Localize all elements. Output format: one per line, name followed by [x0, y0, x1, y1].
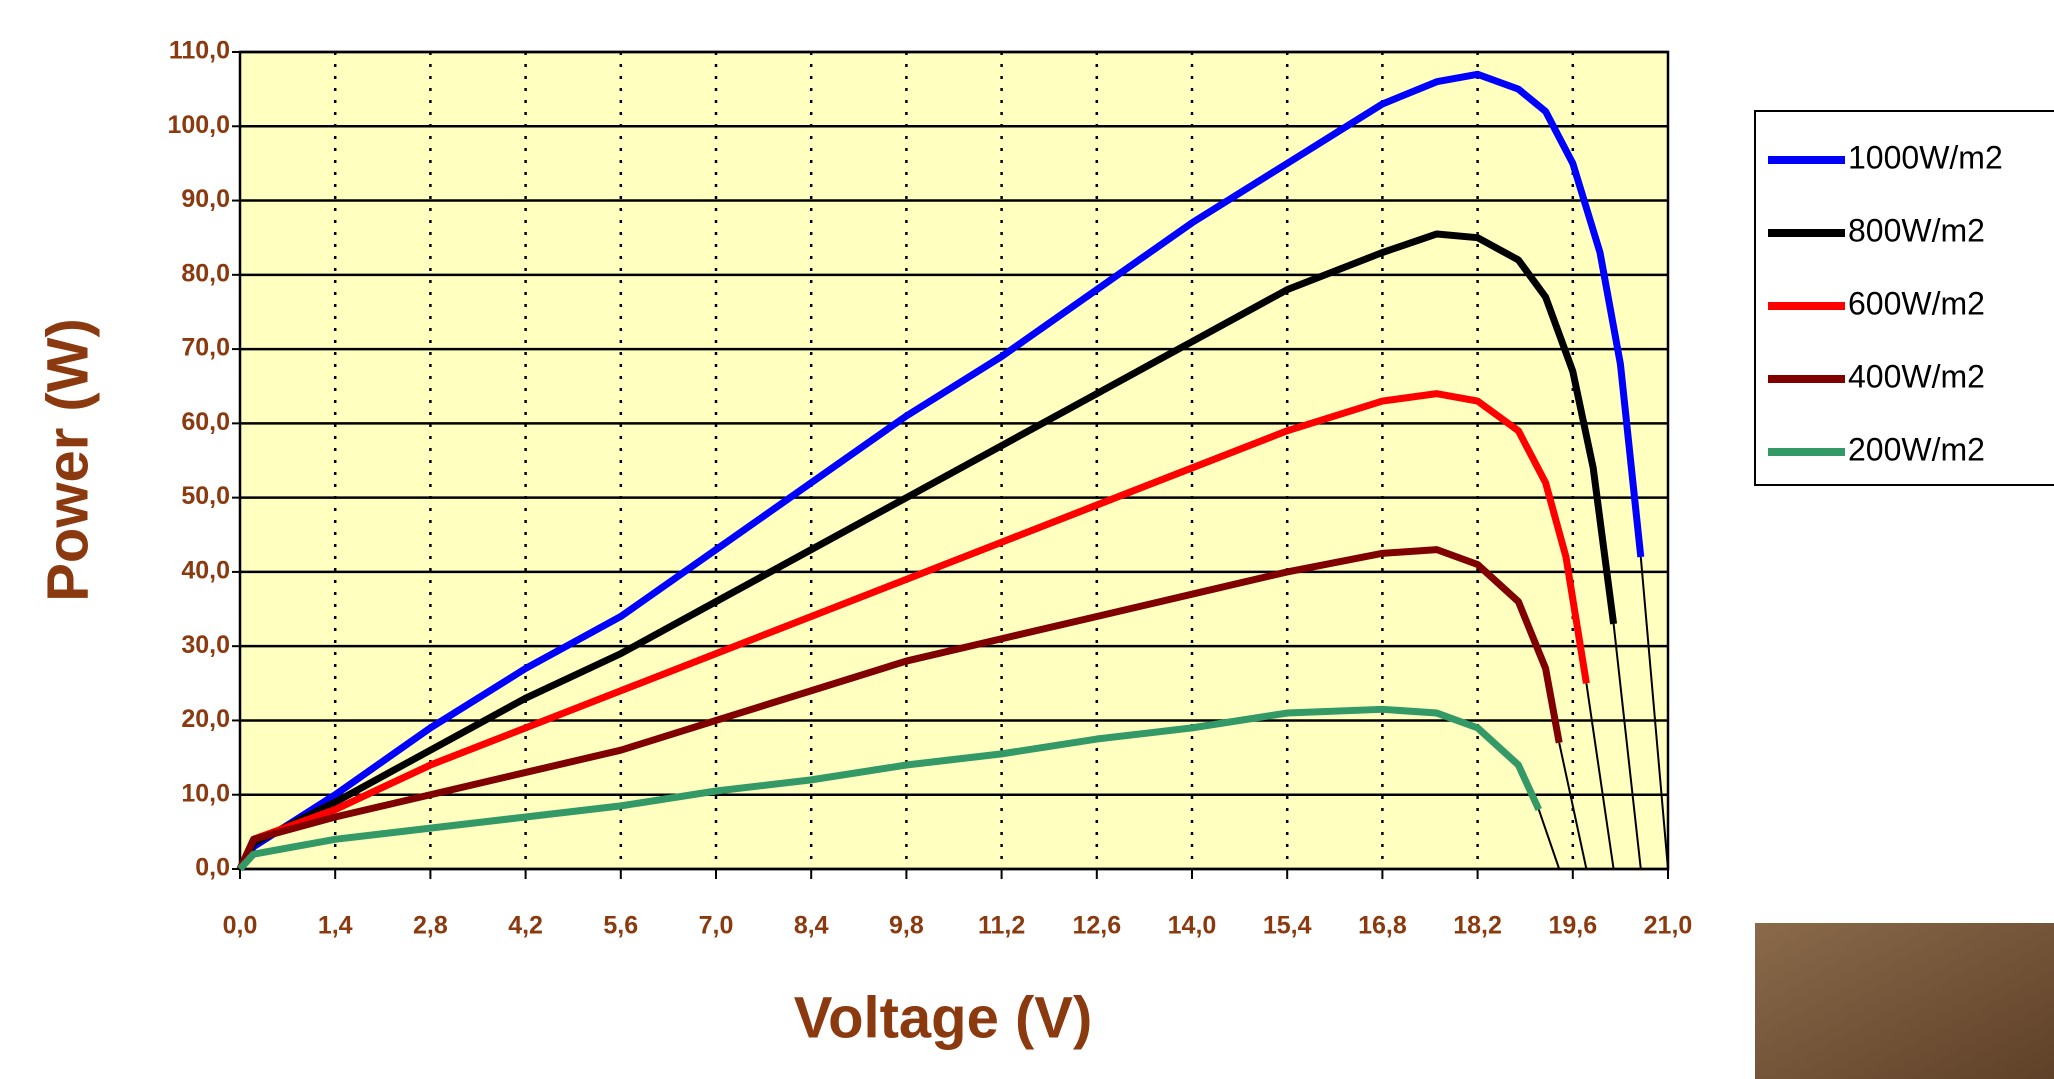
x-axis-label: Voltage (V): [794, 985, 1093, 1050]
x-tick-label: 19,6: [1548, 912, 1597, 940]
x-tick-label: 5,6: [603, 912, 638, 940]
x-tick-label: 9,8: [889, 912, 924, 940]
photo: [1755, 923, 2054, 1079]
x-tick-label: 15,4: [1263, 912, 1312, 940]
x-tick-label: 0,0: [223, 912, 258, 940]
x-tick-label: 11,2: [978, 912, 1025, 940]
x-tick-label: 1,4: [318, 912, 353, 940]
x-tick-label: 18,2: [1453, 912, 1502, 940]
y-axis-label: Power (W): [35, 318, 100, 602]
page: Voltage (V) Power (W) 0,0 10,0 20,0 30,0 40,…: [0, 0, 2054, 1079]
y-tick-label: 60,0: [181, 408, 230, 436]
y-tick-label: 110,0: [169, 37, 230, 65]
legend-label: 1000W/m2: [1848, 139, 2003, 175]
y-tick-label: 40,0: [181, 557, 230, 585]
x-tick-label: 12,6: [1072, 912, 1121, 940]
y-tick-label: 90,0: [181, 185, 230, 213]
y-tick-label: 100,0: [167, 111, 230, 139]
x-tick-label: 16,8: [1358, 912, 1407, 940]
x-tick-label: 4,2: [508, 912, 543, 940]
x-tick-label: 21,0: [1644, 912, 1693, 940]
x-tick-label: 14,0: [1168, 912, 1217, 940]
legend-label: 200W/m2: [1848, 431, 1985, 467]
y-tick-label: 10,0: [181, 779, 230, 807]
y-tick-label: 70,0: [181, 334, 230, 362]
y-tick-label: 30,0: [181, 631, 230, 659]
x-tick-label: 7,0: [699, 912, 734, 940]
legend-label: 600W/m2: [1848, 285, 1985, 321]
y-tick-label: 20,0: [181, 705, 230, 733]
legend-label: 400W/m2: [1848, 358, 1985, 394]
chart: Voltage (V) Power (W) 0,0 10,0 20,0 30,0 40,…: [0, 0, 2054, 1079]
legend-label: 800W/m2: [1848, 212, 1985, 248]
y-tick-label: 80,0: [181, 259, 230, 287]
plot-area: [240, 52, 1668, 869]
x-tick-label: 8,4: [794, 912, 829, 940]
x-tick-label: 2,8: [413, 912, 448, 940]
y-tick-label: 50,0: [181, 482, 230, 510]
y-tick-label: 0,0: [195, 854, 230, 882]
